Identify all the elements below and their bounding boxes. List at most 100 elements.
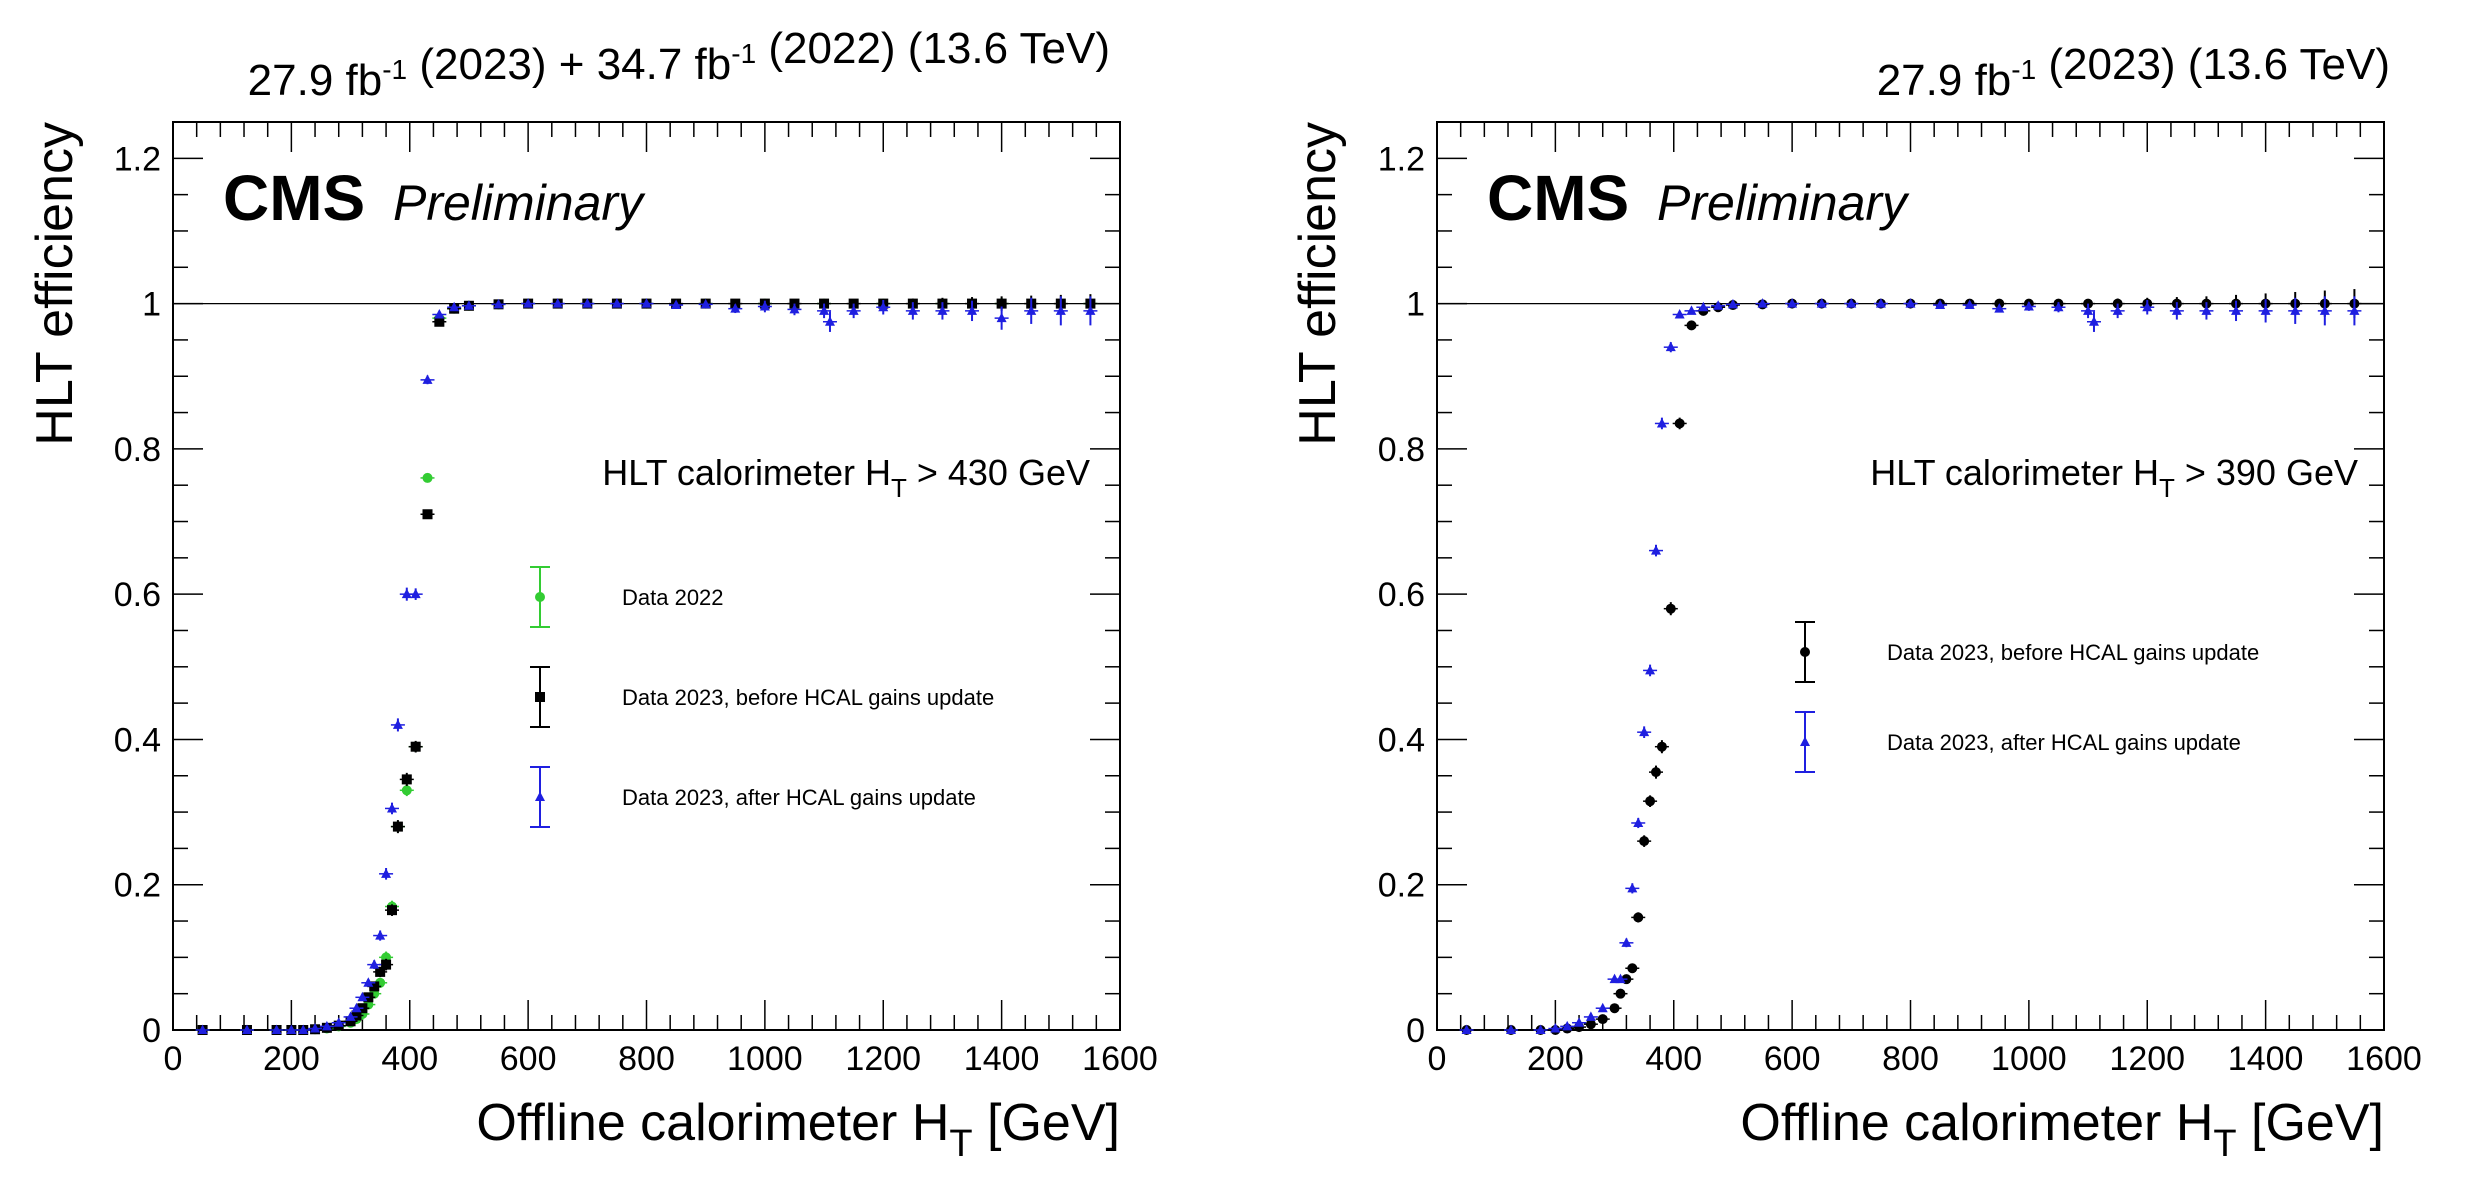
lumi-label: 27.9 fb-1 (2023) (13.6 TeV) [1877,40,2390,105]
data-point [2023,301,2034,311]
x-tick-label: 600 [500,1040,557,1078]
data-point [1550,1023,1561,1033]
data-point [2260,305,2271,315]
y-tick-label: 1.2 [114,140,161,178]
data-point [434,316,445,327]
data-point [1816,298,1827,308]
data-point [1674,418,1685,429]
data-point [1621,937,1632,947]
cms-label: CMS [223,162,365,234]
data-point [381,868,392,878]
legend: Data 2022 Data 2023, before HCAL gains up… [530,566,994,828]
x-tick-label: 800 [1882,1040,1939,1078]
y-tick-label: 0.4 [1378,721,1425,759]
data-point [345,1016,356,1027]
data-point [401,785,412,796]
data-point [401,774,412,785]
x-tick-label: 0 [1428,1040,1447,1078]
data-point [1615,973,1626,984]
data-point [1633,912,1644,923]
data-point [1656,741,1667,752]
data-point [1615,988,1626,999]
data-point [1627,963,1638,974]
data-point [271,1024,282,1034]
legend-marker [535,692,545,702]
data-point [641,298,652,308]
legend: Data 2023, before HCAL gains update Data … [1795,621,2259,773]
data-point [700,298,711,309]
x-axis-title: Offline calorimeter HT [GeV] [476,1094,1120,1165]
data-point [2171,305,2182,315]
data-point [310,1023,321,1033]
data-point [1639,726,1650,737]
series-1 [195,296,1098,1035]
data-point [1757,298,1768,308]
data-point [878,301,889,312]
data-point [386,905,397,916]
cms-label: CMS [1487,162,1629,234]
y-tick-label: 0.4 [114,721,161,759]
data-point [1994,303,2005,313]
data-point [1698,301,1709,312]
chart-panel-1: 0 0.2 0.4 0.6 0.8 1 1.2 0 200 400 600 800 1000 1200 14… [26,24,1158,1165]
data-point [1674,308,1685,319]
data-point [1627,882,1638,893]
data-point [1686,320,1697,331]
legend-label: Data 2023, after HCAL gains update [1887,730,2241,755]
x-tick-label: 400 [381,1040,438,1078]
data-point [1650,767,1661,778]
data-point [1055,305,1066,315]
data-point [392,821,403,832]
x-tick-label: 400 [1645,1040,1702,1078]
data-point [286,1024,297,1034]
data-point [241,1024,252,1034]
y-tick-label: 0.2 [1378,867,1425,905]
plot-frame [1436,121,2385,1031]
data-point [197,1024,208,1034]
x-tick-label: 1200 [845,1040,921,1078]
preliminary-label: Preliminary [1657,175,1910,231]
legend-label: Data 2023, before HCAL gains update [622,685,994,710]
x-axis-title: Offline calorimeter HT [GeV] [1740,1094,2384,1165]
trigger-label: HLT calorimeter HT > 430 GeV [602,452,1090,503]
data-point [422,472,433,483]
data-point [1562,1020,1573,1031]
trigger-label: HLT calorimeter HT > 390 GeV [1870,452,2358,503]
data-point [1609,1003,1620,1014]
data-point [1713,300,1724,310]
y-tick-label: 0 [1406,1012,1425,1050]
series-2 [1459,296,2362,1034]
data-point [937,305,948,315]
x-tick-label: 1600 [2346,1040,2422,1078]
data-point [1085,305,1096,315]
data-point [523,298,534,308]
data-point [357,991,368,1002]
x-tick-label: 1200 [2109,1040,2185,1078]
y-tick-label: 0.2 [114,867,161,905]
y-tick-label: 0.6 [1378,576,1425,614]
data-point [671,299,682,310]
data-point [2088,316,2099,326]
x-tick-label: 1000 [1991,1040,2067,1078]
data-point [730,303,741,313]
legend-marker [535,592,545,602]
data-point [2349,305,2360,315]
data-point [1597,1014,1608,1025]
data-point [996,312,1007,323]
data-point [1964,299,1975,310]
data-point [2231,305,2242,315]
data-point [759,301,770,311]
preliminary-label: Preliminary [393,175,646,231]
data-point [381,959,392,970]
data-point [375,966,386,977]
x-tick-label: 1000 [727,1040,803,1078]
data-point [1935,299,1946,310]
data-point [1727,298,1738,309]
data-point [582,298,593,308]
y-tick-label: 1 [1406,286,1425,324]
data-point [363,977,374,987]
x-tick-label: 600 [1764,1040,1821,1078]
data-point [1665,603,1676,614]
x-tick-label: 1400 [964,1040,1040,1078]
